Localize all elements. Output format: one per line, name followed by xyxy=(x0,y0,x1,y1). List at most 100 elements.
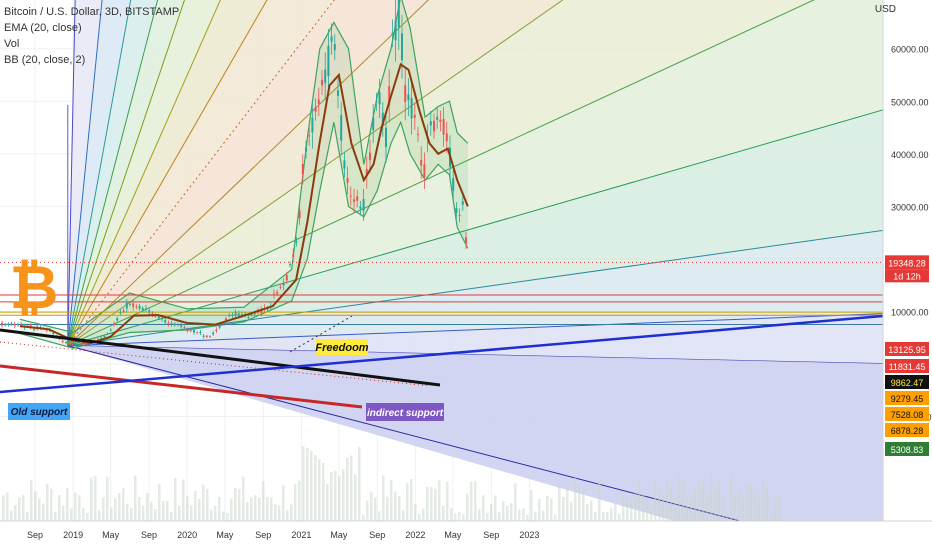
volume-bar xyxy=(626,497,629,521)
ema-line xyxy=(19,62,469,345)
fan-band-13 xyxy=(67,313,883,364)
candle-body xyxy=(404,85,407,102)
volume-bar xyxy=(330,472,333,521)
candle-body xyxy=(71,343,74,345)
volume-bar xyxy=(82,507,85,521)
time-axis-bg xyxy=(0,521,932,550)
candle-body xyxy=(445,133,448,142)
candle-body xyxy=(250,314,253,316)
volume-bar xyxy=(174,477,177,521)
candle-body xyxy=(100,337,103,339)
candle-body xyxy=(346,178,349,183)
candle-body xyxy=(372,117,375,130)
volume-bar xyxy=(654,479,657,521)
volume-bar xyxy=(110,507,113,521)
x-tick-label: Sep xyxy=(255,530,271,540)
legend-ema[interactable]: EMA (20, close) xyxy=(4,22,82,34)
volume-bar xyxy=(74,492,77,521)
crimson-trend-line xyxy=(0,364,363,409)
volume-bar xyxy=(538,498,541,521)
volume-bar xyxy=(118,492,121,521)
candle-body xyxy=(231,314,234,317)
volume-bar xyxy=(298,480,301,521)
fan-band-10 xyxy=(67,0,883,346)
candle-body xyxy=(285,275,288,281)
volume-bar xyxy=(714,489,717,521)
candle-body xyxy=(247,316,250,318)
candle-body xyxy=(369,152,371,161)
volume-bar xyxy=(334,470,337,521)
volume-bar xyxy=(150,501,153,521)
volume-bar xyxy=(98,510,101,521)
volume-bar xyxy=(586,504,589,521)
candle-body xyxy=(1,322,3,326)
volume-bar xyxy=(502,500,505,521)
candle-body xyxy=(461,201,464,205)
fan-line-0 xyxy=(67,0,76,346)
volume-bar xyxy=(462,514,465,521)
candle-body xyxy=(65,342,67,344)
candle-body xyxy=(119,312,122,314)
legend-bb[interactable]: BB (20, close, 2) xyxy=(4,54,86,66)
volume-bar xyxy=(750,483,753,521)
volume-bar xyxy=(454,513,457,521)
candle-body xyxy=(129,303,131,305)
candle-body xyxy=(308,135,311,137)
volume-bar xyxy=(698,483,701,521)
volume-bar xyxy=(438,480,441,521)
volume-bar xyxy=(702,478,705,521)
candle-body xyxy=(202,335,205,337)
volume-bar xyxy=(618,513,621,521)
volume-bar xyxy=(382,475,385,521)
volume-bar xyxy=(346,457,349,521)
volume-bar xyxy=(358,446,361,521)
candle-body xyxy=(199,332,202,334)
volume-bar xyxy=(370,491,373,521)
candle-body xyxy=(68,344,71,346)
fan-line-9 xyxy=(67,0,564,347)
candle-body xyxy=(388,86,391,106)
volume-bar xyxy=(50,488,53,521)
legend-symbol[interactable]: Bitcoin / U.S. Dollar, 3D, BITSTAMP xyxy=(4,6,180,18)
volume-bar xyxy=(466,493,469,521)
x-tick-label: May xyxy=(444,530,462,540)
volume-bar xyxy=(694,486,697,521)
volume-bar xyxy=(14,505,17,521)
candle-body xyxy=(234,312,237,316)
candle-body xyxy=(465,237,467,244)
volume-bar xyxy=(598,479,601,521)
volume-bar xyxy=(738,488,741,521)
candle-body xyxy=(385,127,387,148)
volume-bar xyxy=(58,495,61,521)
volume-bar xyxy=(154,508,157,521)
candle-body xyxy=(225,318,227,321)
candle-body xyxy=(378,92,381,105)
bitcoin-logo-icon: ₿ xyxy=(10,253,59,323)
volume-bar xyxy=(482,495,485,521)
candle-body xyxy=(87,343,90,345)
candle-body xyxy=(186,330,189,332)
candle-body xyxy=(417,134,419,136)
candle-body xyxy=(138,305,141,309)
candle-body xyxy=(324,69,327,84)
volume-bar xyxy=(190,505,193,521)
volume-bar xyxy=(410,479,413,521)
volume-bar xyxy=(62,505,65,521)
volume-bar xyxy=(414,504,417,521)
candle-body xyxy=(209,336,211,338)
volume-bar xyxy=(262,481,265,521)
legend-vol[interactable]: Vol xyxy=(4,38,20,50)
volume-bar xyxy=(166,500,169,521)
volume-bar xyxy=(638,478,641,521)
candle-body xyxy=(301,164,304,175)
fan-line-8 xyxy=(67,0,430,346)
volume-bar xyxy=(530,490,533,521)
volume-bar xyxy=(38,498,41,521)
annotation-old-support: Old support xyxy=(11,407,68,418)
candle-body xyxy=(391,32,394,34)
volume-bar xyxy=(126,503,129,521)
y-tick-label: 10000.00 xyxy=(891,307,929,317)
volume-bar xyxy=(682,479,685,521)
fan-line-2 xyxy=(67,0,132,346)
